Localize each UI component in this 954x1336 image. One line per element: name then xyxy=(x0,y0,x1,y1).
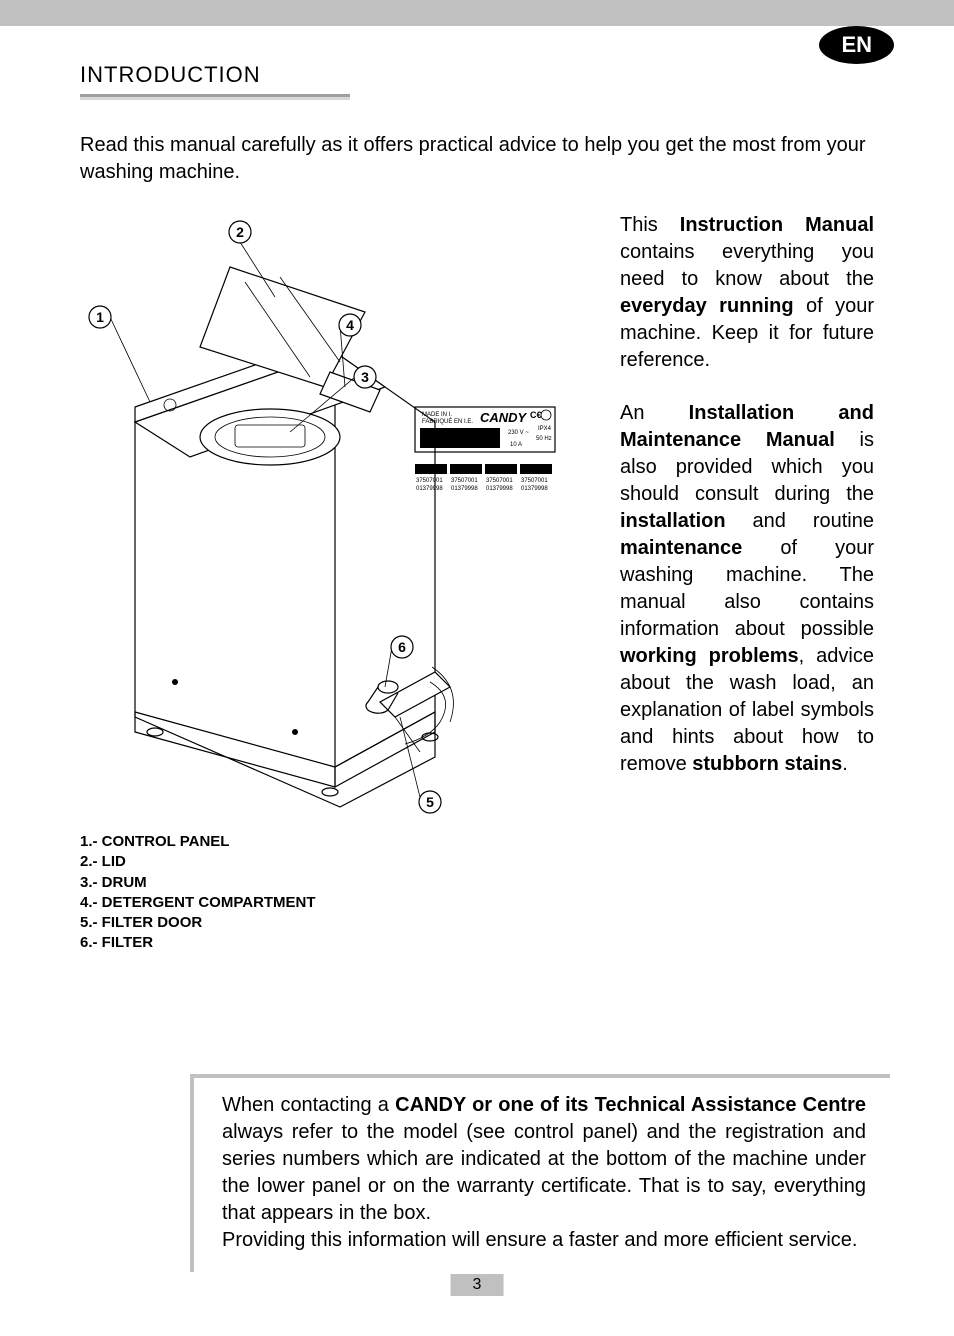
legend-item: 2.- LID xyxy=(80,852,580,872)
callout-2: 2 xyxy=(229,221,251,243)
svg-text:CANDY: CANDY xyxy=(480,410,528,425)
text: When contacting a xyxy=(222,1094,395,1116)
svg-text:C€: C€ xyxy=(530,410,542,420)
svg-text:37507001: 37507001 xyxy=(486,478,513,484)
spec-plate: MADE IN I. FABRIQUÉ EN I.E. CANDY C€ IPX… xyxy=(415,407,555,492)
text: always refer to the model (see control p… xyxy=(222,1121,866,1224)
text-bold: working problems xyxy=(620,645,799,667)
text-bold: CANDY or one of its Technical Assistance… xyxy=(395,1094,866,1116)
svg-text:50 Hz: 50 Hz xyxy=(536,436,552,442)
legend-item: 5.- FILTER DOOR xyxy=(80,913,580,933)
diagram-svg: 1 2 3 4 5 xyxy=(80,212,580,822)
svg-text:Type: Type xyxy=(472,442,486,448)
two-column-region: 1 2 3 4 5 xyxy=(80,212,874,954)
text: An xyxy=(620,402,689,424)
callout-4: 4 xyxy=(339,314,361,336)
svg-text:10 A: 10 A xyxy=(510,442,522,448)
svg-text:01379998: 01379998 xyxy=(521,486,548,492)
callout-5: 5 xyxy=(419,791,441,813)
callout-6: 6 xyxy=(391,636,413,658)
svg-text:37507001: 37507001 xyxy=(521,478,548,484)
legend-item: 1.- CONTROL PANEL xyxy=(80,832,580,852)
text: contains everything you need to know abo… xyxy=(620,241,874,290)
text: . xyxy=(842,753,848,775)
title-rule xyxy=(80,94,350,100)
svg-text:IPX4: IPX4 xyxy=(538,426,552,432)
svg-text:1: 1 xyxy=(96,309,104,325)
note-paragraph: Providing this information will ensure a… xyxy=(222,1227,866,1254)
text-bold: stubborn stains xyxy=(692,753,842,775)
text: and routine xyxy=(726,510,874,532)
svg-text:37507001: 37507001 xyxy=(416,478,443,484)
note-box: When contacting a CANDY or one of its Te… xyxy=(190,1074,890,1272)
diagram-legend: 1.- CONTROL PANEL 2.- LID 3.- DRUM 4.- D… xyxy=(80,832,580,954)
left-column: 1 2 3 4 5 xyxy=(80,212,580,954)
legend-item: 6.- FILTER xyxy=(80,933,580,953)
callout-1: 1 xyxy=(89,306,111,328)
page-content: INTRODUCTION Read this manual carefully … xyxy=(0,26,954,1272)
legend-item: 4.- DETERGENT COMPARTMENT xyxy=(80,893,580,913)
intro-paragraph: Read this manual carefully as it offers … xyxy=(80,132,874,186)
svg-text:3: 3 xyxy=(361,369,369,385)
svg-text:01379998: 01379998 xyxy=(451,486,478,492)
svg-text:MADE IN I.: MADE IN I. xyxy=(422,412,452,418)
svg-text:01379998: 01379998 xyxy=(416,486,443,492)
legend-item: 3.- DRUM xyxy=(80,873,580,893)
svg-text:4: 4 xyxy=(346,317,354,333)
svg-text:37507001: 37507001 xyxy=(451,478,478,484)
top-grey-bar xyxy=(0,0,954,26)
svg-text:5: 5 xyxy=(426,794,434,810)
page-number: 3 xyxy=(451,1274,504,1296)
svg-text:2: 2 xyxy=(236,224,244,240)
body-paragraph: An Installation and Maintenance Manual i… xyxy=(620,400,874,778)
svg-text:6: 6 xyxy=(398,639,406,655)
text-bold: everyday running xyxy=(620,295,794,317)
callout-3: 3 xyxy=(354,366,376,388)
svg-text:FABRIQUÉ EN I.E.: FABRIQUÉ EN I.E. xyxy=(422,418,473,425)
svg-text:230 V ~: 230 V ~ xyxy=(508,430,529,436)
language-badge: EN xyxy=(819,26,894,64)
note-paragraph: When contacting a CANDY or one of its Te… xyxy=(222,1092,866,1227)
text-bold: installation xyxy=(620,510,726,532)
section-title: INTRODUCTION xyxy=(80,62,874,88)
text: This xyxy=(620,214,680,236)
body-paragraph: This Instruction Manual contains everyth… xyxy=(620,212,874,374)
text-bold: Instruction Manual xyxy=(680,214,874,236)
text-bold: maintenance xyxy=(620,537,742,559)
right-column: This Instruction Manual contains everyth… xyxy=(620,212,874,954)
machine-diagram: 1 2 3 4 5 xyxy=(80,212,580,822)
svg-text:01379998: 01379998 xyxy=(486,486,513,492)
